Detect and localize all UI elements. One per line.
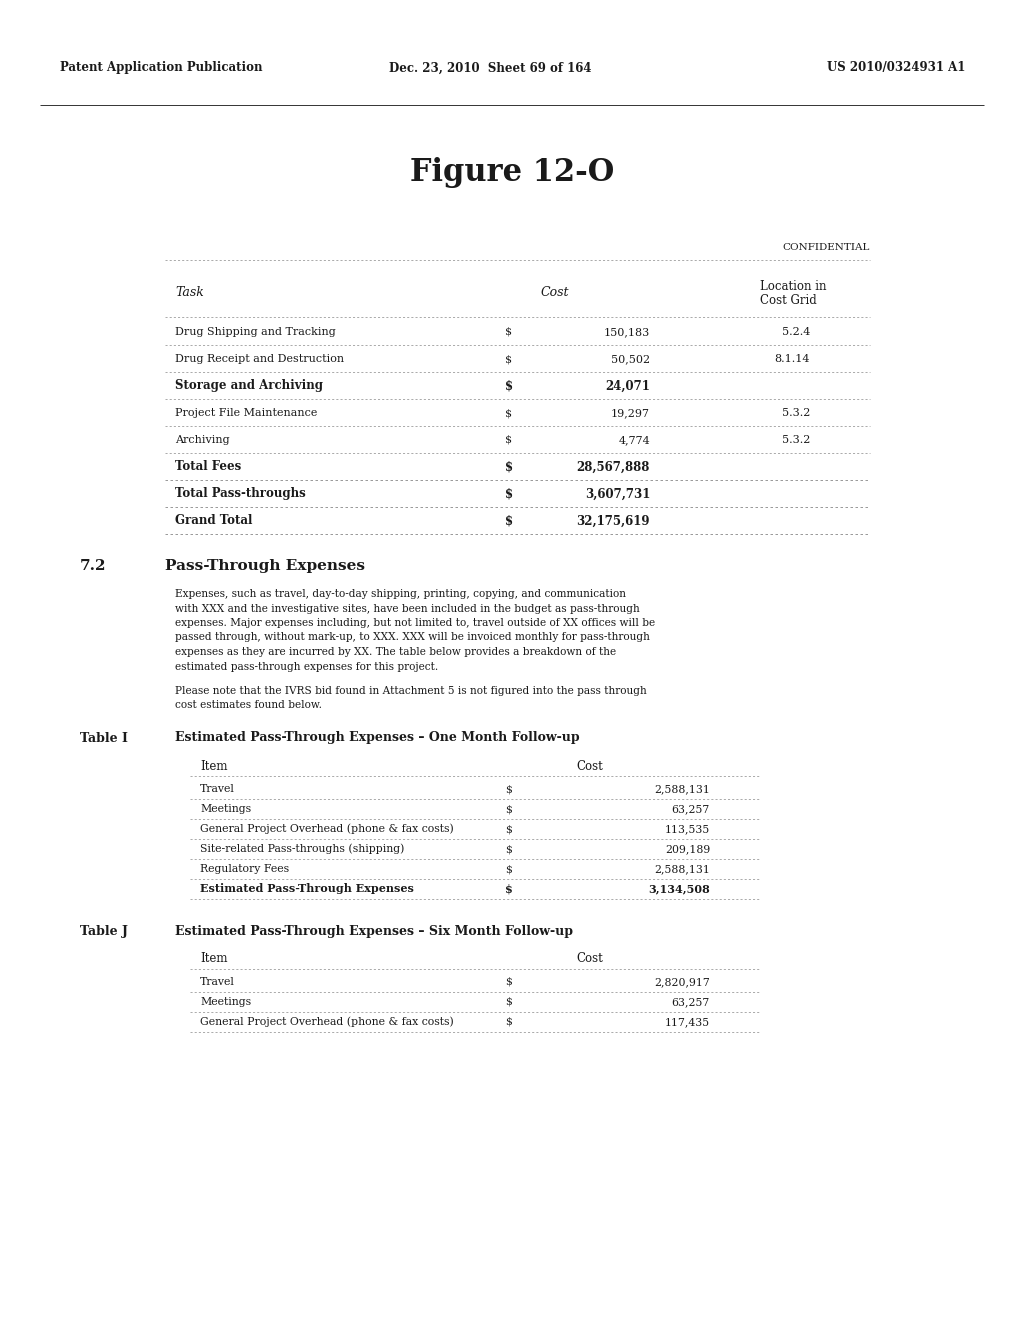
Text: Task: Task (175, 286, 204, 300)
Text: $: $ (505, 804, 512, 814)
Text: 2,588,131: 2,588,131 (654, 865, 710, 874)
Text: 63,257: 63,257 (672, 804, 710, 814)
Text: 24,071: 24,071 (605, 380, 650, 392)
Text: Meetings: Meetings (200, 997, 251, 1007)
Text: General Project Overhead (phone & fax costs): General Project Overhead (phone & fax co… (200, 824, 454, 834)
Text: Location in: Location in (760, 280, 826, 293)
Text: expenses. Major expenses including, but not limited to, travel outside of XX off: expenses. Major expenses including, but … (175, 618, 655, 628)
Text: Please note that the IVRS bid found in Attachment 5 is not figured into the pass: Please note that the IVRS bid found in A… (175, 686, 647, 696)
Text: Meetings: Meetings (200, 804, 251, 814)
Text: Drug Receipt and Destruction: Drug Receipt and Destruction (175, 354, 344, 364)
Text: Cost Grid: Cost Grid (760, 293, 817, 306)
Text: 113,535: 113,535 (665, 824, 710, 834)
Text: Travel: Travel (200, 784, 234, 795)
Text: Estimated Pass-Through Expenses – One Month Follow-up: Estimated Pass-Through Expenses – One Mo… (175, 731, 580, 744)
Text: $: $ (505, 354, 512, 364)
Text: Site-related Pass-throughs (shipping): Site-related Pass-throughs (shipping) (200, 843, 404, 854)
Text: Item: Item (200, 759, 227, 772)
Text: 2,588,131: 2,588,131 (654, 784, 710, 795)
Text: $: $ (505, 380, 513, 392)
Text: Cost: Cost (577, 759, 603, 772)
Text: CONFIDENTIAL: CONFIDENTIAL (782, 243, 870, 252)
Text: 117,435: 117,435 (665, 1016, 710, 1027)
Text: 7.2: 7.2 (80, 558, 106, 573)
Text: 2,820,917: 2,820,917 (654, 977, 710, 987)
Text: 5.3.2: 5.3.2 (781, 436, 810, 445)
Text: Regulatory Fees: Regulatory Fees (200, 865, 289, 874)
Text: General Project Overhead (phone & fax costs): General Project Overhead (phone & fax co… (200, 1016, 454, 1027)
Text: $: $ (505, 977, 512, 987)
Text: $: $ (505, 461, 513, 474)
Text: $: $ (505, 515, 513, 528)
Text: Project File Maintenance: Project File Maintenance (175, 408, 317, 418)
Text: 63,257: 63,257 (672, 997, 710, 1007)
Text: $: $ (505, 865, 512, 874)
Text: estimated pass-through expenses for this project.: estimated pass-through expenses for this… (175, 661, 438, 672)
Text: Item: Item (200, 953, 227, 965)
Text: 5.2.4: 5.2.4 (781, 327, 810, 337)
Text: $: $ (505, 436, 512, 445)
Text: Estimated Pass-Through Expenses – Six Month Follow-up: Estimated Pass-Through Expenses – Six Mo… (175, 924, 573, 937)
Text: Grand Total: Grand Total (175, 515, 252, 528)
Text: $: $ (505, 327, 512, 337)
Text: 209,189: 209,189 (665, 843, 710, 854)
Text: with XXX and the investigative sites, have been included in the budget as pass-t: with XXX and the investigative sites, ha… (175, 603, 640, 614)
Text: 8.1.14: 8.1.14 (774, 354, 810, 364)
Text: Expenses, such as travel, day-to-day shipping, printing, copying, and communicat: Expenses, such as travel, day-to-day shi… (175, 589, 626, 599)
Text: 32,175,619: 32,175,619 (577, 515, 650, 528)
Text: Table I: Table I (80, 731, 128, 744)
Text: Estimated Pass-Through Expenses: Estimated Pass-Through Expenses (200, 883, 414, 895)
Text: 19,297: 19,297 (611, 408, 650, 418)
Text: $: $ (505, 1016, 512, 1027)
Text: $: $ (505, 883, 513, 895)
Text: US 2010/0324931 A1: US 2010/0324931 A1 (826, 62, 965, 74)
Text: 28,567,888: 28,567,888 (577, 461, 650, 474)
Text: $: $ (505, 487, 513, 500)
Text: $: $ (505, 997, 512, 1007)
Text: Total Pass-throughs: Total Pass-throughs (175, 487, 306, 500)
Text: passed through, without mark-up, to XXX. XXX will be invoiced monthly for pass-t: passed through, without mark-up, to XXX.… (175, 632, 650, 643)
Text: Total Fees: Total Fees (175, 461, 242, 474)
Text: Cost: Cost (577, 953, 603, 965)
Text: Figure 12-O: Figure 12-O (410, 157, 614, 187)
Text: $: $ (505, 408, 512, 418)
Text: 50,502: 50,502 (611, 354, 650, 364)
Text: 3,134,508: 3,134,508 (648, 883, 710, 895)
Text: 5.3.2: 5.3.2 (781, 408, 810, 418)
Text: cost estimates found below.: cost estimates found below. (175, 701, 322, 710)
Text: Travel: Travel (200, 977, 234, 987)
Text: 150,183: 150,183 (604, 327, 650, 337)
Text: $: $ (505, 824, 512, 834)
Text: Archiving: Archiving (175, 436, 229, 445)
Text: $: $ (505, 843, 512, 854)
Text: expenses as they are incurred by XX. The table below provides a breakdown of the: expenses as they are incurred by XX. The… (175, 647, 616, 657)
Text: Pass-Through Expenses: Pass-Through Expenses (165, 558, 365, 573)
Text: Patent Application Publication: Patent Application Publication (60, 62, 262, 74)
Text: 4,774: 4,774 (618, 436, 650, 445)
Text: Table J: Table J (80, 924, 128, 937)
Text: Storage and Archiving: Storage and Archiving (175, 380, 323, 392)
Text: Drug Shipping and Tracking: Drug Shipping and Tracking (175, 327, 336, 337)
Text: Cost: Cost (541, 286, 569, 300)
Text: 3,607,731: 3,607,731 (585, 487, 650, 500)
Text: Dec. 23, 2010  Sheet 69 of 164: Dec. 23, 2010 Sheet 69 of 164 (389, 62, 591, 74)
Text: $: $ (505, 784, 512, 795)
